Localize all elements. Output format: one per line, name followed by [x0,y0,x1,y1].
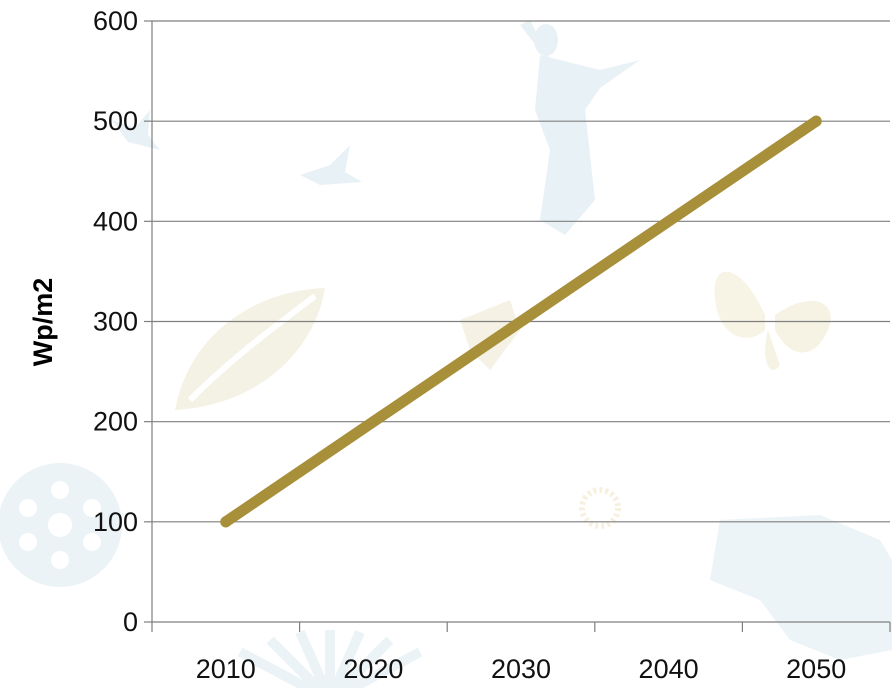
series-line [220,115,822,528]
y-tick-label: 400 [93,206,138,236]
axes [144,20,891,632]
leaf-watermark [175,288,325,410]
x-tick-label: 2040 [639,654,699,684]
x-tick-labels: 2010 2020 2030 2040 2050 [196,654,846,684]
y-tick-labels: 0 100 200 300 400 500 600 [93,6,138,637]
y-axis-title: Wp/m2 [28,278,58,367]
hand-watermark [710,515,892,660]
bird-watermark [300,145,362,185]
x-tick-label: 2020 [343,654,403,684]
small-bird-watermark [112,110,160,150]
sun-watermark [579,487,621,529]
film-reel-watermark [0,463,122,587]
butterfly-watermark [714,271,831,371]
y-tick-label: 600 [93,6,138,36]
x-tick-label: 2010 [196,654,256,684]
series-lines [220,115,822,528]
data-point [220,516,232,528]
data-point [810,115,822,127]
gridlines [152,20,890,523]
x-tick-label: 2050 [786,654,846,684]
y-tick-label: 200 [93,407,138,437]
y-tick-label: 500 [93,106,138,136]
y-tick-label: 0 [123,607,138,637]
rays-watermark [237,629,423,688]
x-tick-label: 2030 [491,654,551,684]
y-tick-label: 100 [93,507,138,537]
jumping-figure-watermark [520,20,640,235]
y-tick-label: 300 [93,307,138,337]
